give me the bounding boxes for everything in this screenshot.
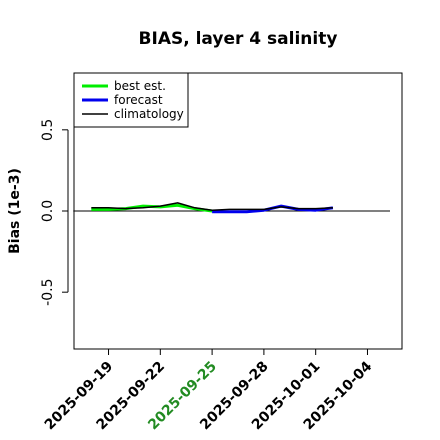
- series-group: [91, 202, 334, 214]
- y-tick-label: 0.5: [40, 119, 56, 141]
- legend-label: climatology: [114, 107, 184, 121]
- chart-title: BIAS, layer 4 salinity: [139, 29, 338, 49]
- legend-label: forecast: [114, 93, 163, 107]
- y-tick-label: -0.5: [40, 279, 56, 306]
- y-tick-label: 0.0: [40, 200, 56, 222]
- legend-label: best est.: [114, 79, 166, 93]
- y-axis-label: Bias (1e-3): [7, 168, 23, 254]
- y-axis: -0.5 0.0 0.5: [40, 119, 69, 306]
- series-line-climatology: [91, 202, 333, 211]
